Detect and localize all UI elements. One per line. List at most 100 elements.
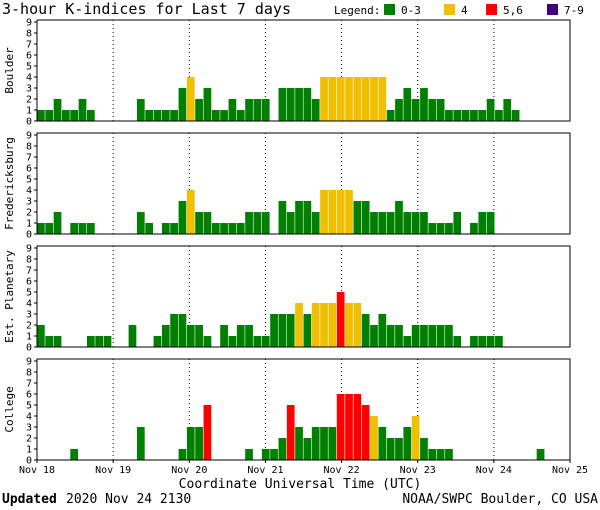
panel-frame: [36, 358, 571, 461]
k-index-bar: [261, 336, 270, 347]
k-index-bar: [78, 99, 87, 121]
k-index-bar: [403, 336, 412, 347]
panel-frame: [36, 132, 571, 235]
panel-frame: [36, 245, 571, 348]
k-index-bar: [295, 201, 303, 234]
k-index-bar: [178, 314, 187, 347]
y-tick-label: 0: [26, 343, 32, 354]
k-index-bar: [37, 223, 45, 234]
k-index-bar: [395, 99, 403, 121]
k-index-bar: [311, 212, 320, 234]
k-index-bar: [261, 99, 270, 121]
k-index-bar: [286, 212, 295, 234]
k-index-bar: [411, 416, 420, 460]
k-index-bar: [361, 201, 370, 234]
k-index-bar: [211, 110, 220, 121]
k-index-bar: [270, 314, 278, 347]
k-index-bar: [261, 449, 270, 460]
y-tick-label: 6: [26, 164, 32, 175]
k-index-bar: [353, 77, 362, 121]
k-index-bar: [428, 99, 437, 121]
k-index-bar: [370, 77, 378, 121]
k-index-bar: [170, 223, 178, 234]
k-index-bar: [170, 314, 178, 347]
k-index-bar: [203, 405, 212, 460]
y-tick-label: 8: [26, 255, 32, 266]
k-index-bar: [311, 427, 320, 460]
y-tick-label: 5: [26, 62, 32, 73]
k-index-bar: [86, 336, 95, 347]
k-index-bar: [161, 325, 170, 347]
k-index-bar: [178, 449, 187, 460]
k-index-bar: [445, 449, 453, 460]
k-index-bar: [470, 223, 478, 234]
y-tick-label: 7: [26, 379, 32, 390]
y-tick-label: 6: [26, 390, 32, 401]
k-index-bar: [361, 405, 370, 460]
y-tick-label: 3: [26, 197, 32, 208]
legend-swatch-5-6: [486, 4, 497, 15]
k-index-bar: [195, 99, 203, 121]
y-tick-label: 1: [26, 332, 32, 343]
station-label: Est. Planetary: [3, 250, 16, 343]
legend-title: Legend:: [334, 4, 380, 17]
station-label: Fredericksburg: [3, 137, 16, 230]
k-index-bar: [320, 77, 328, 121]
k-index-bar: [403, 427, 412, 460]
y-tick-label: 3: [26, 84, 32, 95]
k-index-bar: [37, 325, 45, 347]
k-index-bar: [345, 394, 353, 460]
y-tick-label: 2: [26, 434, 32, 445]
k-index-bar: [428, 325, 437, 347]
k-index-bar: [470, 110, 478, 121]
x-axis-label: Coordinate Universal Time (UTC): [179, 477, 422, 492]
y-tick-label: 2: [26, 95, 32, 106]
k-index-bar: [186, 325, 195, 347]
y-tick-label: 3: [26, 423, 32, 434]
y-tick-label: 5: [26, 401, 32, 412]
k-index-bar: [345, 77, 353, 121]
k-index-bar: [303, 314, 312, 347]
k-index-bar: [286, 88, 295, 121]
k-index-bar: [311, 99, 320, 121]
k-index-bar: [436, 449, 445, 460]
station-label: College: [3, 386, 16, 432]
k-index-bar: [45, 223, 54, 234]
k-index-bar: [370, 416, 378, 460]
y-tick-label: 1: [26, 445, 32, 456]
y-tick-label: 9: [26, 244, 32, 255]
k-index-bar: [295, 303, 303, 347]
k-index-bar: [253, 212, 262, 234]
k-index-bar: [378, 77, 387, 121]
k-index-bar: [453, 212, 462, 234]
k-index-bar: [295, 427, 303, 460]
k-index-bar: [386, 438, 395, 460]
k-index-bar: [295, 88, 303, 121]
k-index-bar: [486, 336, 495, 347]
k-index-bar: [136, 427, 145, 460]
k-index-bar: [78, 223, 87, 234]
y-tick-label: 3: [26, 310, 32, 321]
k-index-bar: [195, 325, 203, 347]
y-tick-label: 4: [26, 299, 32, 310]
k-index-bar: [453, 110, 462, 121]
k-index-bar: [445, 223, 453, 234]
k-index-bar: [395, 325, 403, 347]
x-tick-label: Nov 23: [400, 465, 436, 476]
k-index-bar: [86, 110, 95, 121]
k-index-bar: [278, 201, 287, 234]
k-index-bar: [436, 223, 445, 234]
k-index-bar: [478, 336, 487, 347]
k-index-bar: [486, 212, 495, 234]
k-index-bar: [395, 201, 403, 234]
station-label: Boulder: [3, 47, 16, 94]
k-index-bar: [453, 336, 462, 347]
panel-frame: [36, 19, 571, 122]
k-index-bar: [178, 88, 187, 121]
k-index-bar: [328, 190, 337, 234]
k-index-bar: [445, 325, 453, 347]
k-index-bar: [378, 212, 387, 234]
k-index-bar: [70, 110, 79, 121]
